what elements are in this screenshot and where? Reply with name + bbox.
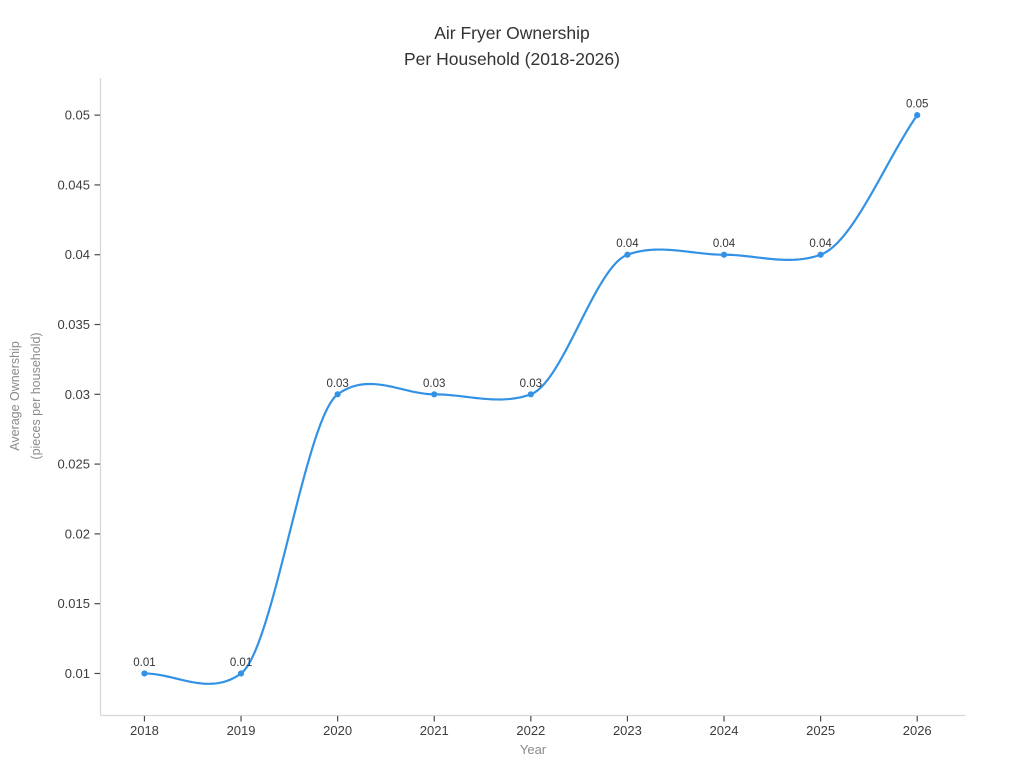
data-point-label: 0.04 <box>809 238 832 250</box>
y-tick-label: 0.05 <box>65 108 90 123</box>
data-point-label: 0.03 <box>423 378 445 390</box>
y-tick-label: 0.02 <box>65 526 90 541</box>
data-point-marker <box>141 670 148 677</box>
data-point-label: 0.01 <box>230 657 252 669</box>
data-point-label: 0.03 <box>520 378 542 390</box>
data-point-label: 0.03 <box>326 378 348 390</box>
series-line <box>143 114 919 685</box>
data-point-label: 0.04 <box>616 238 639 250</box>
chart-title-line1: Air Fryer Ownership <box>434 23 590 43</box>
data-point-marker <box>914 112 921 119</box>
data-point-label: 0.04 <box>713 238 736 250</box>
y-tick-label: 0.03 <box>65 387 90 402</box>
data-point-marker <box>237 670 245 677</box>
chart-title-line2: Per Household (2018-2026) <box>404 49 620 69</box>
y-tick-label: 0.045 <box>57 177 90 192</box>
x-tick-label: 2019 <box>227 723 256 738</box>
x-tick-label: 2023 <box>613 723 642 738</box>
data-point-marker <box>334 391 341 398</box>
y-tick-label: 0.015 <box>57 596 90 611</box>
x-tick-label: 2025 <box>806 723 835 738</box>
y-tick-label: 0.035 <box>57 317 90 332</box>
x-tick-label: 2022 <box>516 723 545 738</box>
y-tick-label: 0.01 <box>65 666 90 681</box>
x-axis-title: Year <box>519 742 547 757</box>
y-tick-label: 0.025 <box>57 457 90 472</box>
data-point-label: 0.01 <box>133 657 155 669</box>
data-point-marker <box>431 391 438 398</box>
data-point-marker <box>624 251 631 258</box>
x-tick-label: 2024 <box>710 723 739 738</box>
y-tick-label: 0.04 <box>65 247 90 262</box>
x-tick-label: 2026 <box>903 723 932 738</box>
data-point-label: 0.05 <box>906 99 928 111</box>
data-point-marker <box>527 391 534 398</box>
data-point-marker <box>817 251 824 258</box>
chart-title: Air Fryer Ownership Per Household (2018-… <box>0 20 1024 72</box>
data-point-marker <box>720 251 728 258</box>
x-tick-label: 2021 <box>420 723 449 738</box>
x-tick-label: 2020 <box>323 723 352 738</box>
x-tick-label: 2018 <box>130 723 159 738</box>
